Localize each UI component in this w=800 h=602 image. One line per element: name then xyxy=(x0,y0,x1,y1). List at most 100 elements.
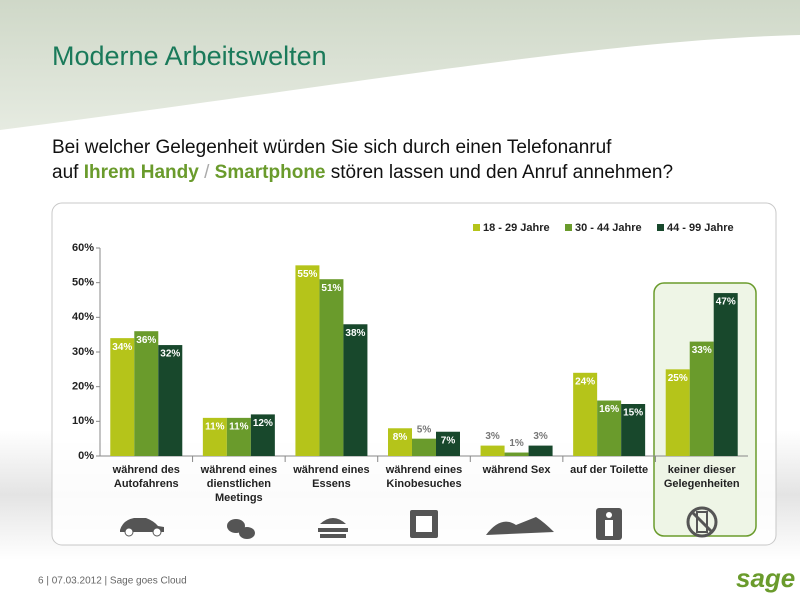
x-tick-line: dienstlichen xyxy=(207,478,271,490)
question-accent: Ihrem Handy xyxy=(84,162,200,183)
chart-frame xyxy=(51,202,777,546)
icon-car xyxy=(124,527,134,537)
value-label: 24% xyxy=(575,376,595,387)
value-label: 51% xyxy=(321,283,341,294)
bar xyxy=(226,417,251,456)
question-line: auf Ihrem Handy / Smartphone stören lass… xyxy=(52,162,673,183)
value-label: 1% xyxy=(509,438,524,449)
x-tick-line: während eines xyxy=(200,464,277,476)
bar xyxy=(412,438,436,456)
icon-chat xyxy=(239,527,255,539)
question-line: Bei welcher Gelegenheit würden Sie sich … xyxy=(52,137,612,158)
value-label: 7% xyxy=(441,435,456,446)
value-label: 15% xyxy=(623,408,643,419)
value-label: 8% xyxy=(393,432,408,443)
y-tick-label: 0% xyxy=(78,450,94,462)
x-tick-label: keiner dieser Gelegenheiten xyxy=(664,464,740,490)
value-label: 3% xyxy=(533,431,548,442)
x-tick-line: während eines xyxy=(292,464,369,476)
x-tick-line: Autofahrens xyxy=(114,478,179,490)
value-label: 11% xyxy=(229,422,249,433)
icons xyxy=(120,506,718,540)
value-label: 32% xyxy=(160,349,180,360)
value-label: 25% xyxy=(668,373,688,384)
icon-wc xyxy=(606,512,612,518)
x-tick-line: während Sex xyxy=(482,464,552,476)
y-tick-label: 40% xyxy=(72,311,94,323)
x-tick-line: keiner dieser xyxy=(668,464,737,476)
value-label: 36% xyxy=(136,335,156,346)
legend-swatch xyxy=(565,224,572,231)
logo: sage xyxy=(736,563,795,593)
x-tick-label: während des Autofahrens xyxy=(112,464,180,490)
bar xyxy=(343,324,368,456)
header-band xyxy=(0,0,800,130)
x-tick-line: Meetings xyxy=(215,492,263,504)
legend-label: 44 - 99 Jahre xyxy=(667,222,734,234)
question-accent: Smartphone xyxy=(215,162,326,183)
legend-swatch xyxy=(657,224,664,231)
icon-car xyxy=(152,527,162,537)
question-text: auf xyxy=(52,162,84,183)
question-text: Bei welcher Gelegenheit würden Sie sich … xyxy=(52,137,612,158)
value-label: 34% xyxy=(112,342,132,353)
y-tick-label: 60% xyxy=(72,242,94,254)
bar xyxy=(158,345,183,456)
bar xyxy=(319,279,344,456)
icon-people xyxy=(486,517,554,535)
value-label: 47% xyxy=(716,297,736,308)
bar xyxy=(134,331,159,456)
x-tick-line: Gelegenheiten xyxy=(664,478,740,490)
bar xyxy=(480,445,505,456)
value-label: 12% xyxy=(253,418,273,429)
icon-no-phone xyxy=(686,506,718,538)
bar xyxy=(665,369,690,456)
x-tick-line: Essens xyxy=(312,478,351,490)
bar xyxy=(295,265,320,456)
question-text: / xyxy=(199,162,215,183)
bar xyxy=(436,431,460,456)
bar xyxy=(528,445,553,456)
icon-no-phone xyxy=(690,510,714,534)
value-label: 3% xyxy=(485,431,500,442)
value-label: 16% xyxy=(599,404,619,415)
bar xyxy=(388,428,412,456)
icon-chat xyxy=(227,519,245,533)
icon-no-phone xyxy=(696,511,708,533)
icon-wc xyxy=(605,520,613,536)
y-tick-label: 10% xyxy=(72,415,94,427)
legend-swatch xyxy=(473,224,480,231)
x-tick-label: während eines dienstlichen Meetings xyxy=(200,464,277,504)
x-tick-label: während eines Kinobesuches xyxy=(385,464,462,490)
bar xyxy=(504,452,529,456)
x-tick-line: während eines xyxy=(385,464,462,476)
x-tick-label: auf der Toilette xyxy=(570,464,648,476)
value-label: 38% xyxy=(345,328,365,339)
bar xyxy=(202,417,227,456)
footer: 6 | 07.03.2012 | Sage goes Cloud xyxy=(38,576,187,587)
icon-film xyxy=(416,516,432,532)
question-text: stören lassen und den Anruf annehmen? xyxy=(326,162,674,183)
y-tick-label: 50% xyxy=(72,277,94,289)
legend-label: 18 - 29 Jahre xyxy=(483,222,550,234)
y-tick-label: 20% xyxy=(72,381,94,393)
slide-title: Moderne Arbeitswelten xyxy=(52,41,327,71)
x-tick-label: während Sex xyxy=(482,464,552,476)
legend-label: 30 - 44 Jahre xyxy=(575,222,642,234)
bar xyxy=(250,414,275,456)
bar xyxy=(621,404,646,456)
bar xyxy=(597,400,622,456)
value-label: 33% xyxy=(692,345,712,356)
x-tick-label: während eines Essens xyxy=(292,464,369,490)
bar xyxy=(110,338,135,456)
value-label: 55% xyxy=(297,269,317,280)
chart: 0% 10% 20% 30% 40% 50% 60% während des Autofahre… xyxy=(72,222,748,504)
x-tick-line: auf der Toilette xyxy=(570,464,648,476)
icon-burger xyxy=(318,518,348,538)
bar xyxy=(713,293,738,456)
value-label: 11% xyxy=(205,422,225,433)
y-tick-label: 30% xyxy=(72,346,94,358)
value-label: 5% xyxy=(417,424,432,435)
